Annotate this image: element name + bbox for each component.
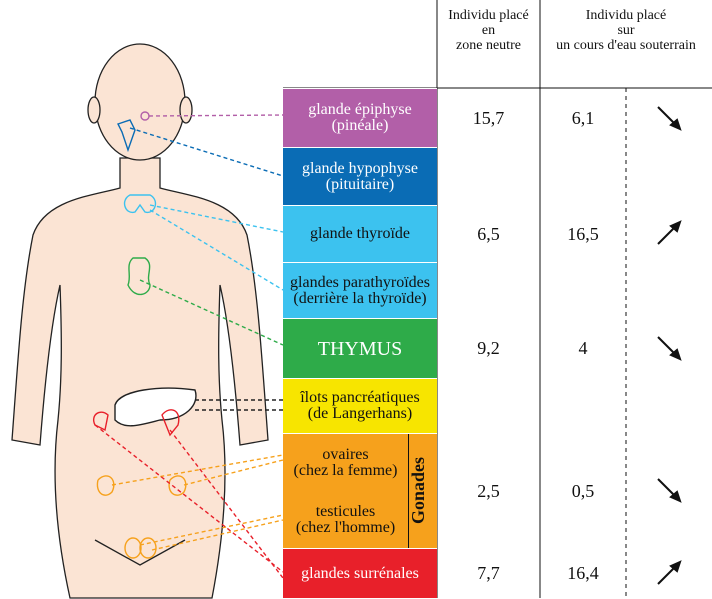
arrow-head: [669, 118, 682, 131]
label-line: îlots pancréatiques: [300, 389, 420, 406]
header-line: sur: [617, 23, 635, 38]
label-line: (chez l'homme): [295, 518, 396, 536]
gonad-items: ovaires (chez la femme) testicules (chez l'…: [283, 434, 409, 548]
label-line: glande épiphyse: [308, 101, 412, 118]
label-line: (de Langerhans): [307, 405, 413, 422]
label-line: (pituitaire): [325, 175, 395, 193]
label-line: THYMUS: [317, 337, 403, 360]
header-line: Individu placé: [585, 8, 667, 23]
value-stream: 6,1: [571, 107, 595, 128]
header-neutral: Individu placé en zone neutre: [437, 8, 540, 80]
arrow-head: [669, 490, 682, 503]
header-line: Individu placé: [448, 8, 529, 23]
value-stream: 4: [578, 338, 588, 358]
label-line: glandes parathyroïdes: [290, 273, 430, 291]
header-line: en: [481, 23, 496, 38]
header-stream: Individu placé sur un cours d'eau souter…: [540, 8, 712, 80]
value-neutral: 6,5: [477, 223, 500, 244]
arrow-head: [669, 560, 682, 573]
label-line: (pinéale): [331, 117, 389, 134]
gland-label: ovaires (chez la femme) testicules (chez l'…: [283, 433, 437, 548]
gland-label: glande épiphyse (pinéale): [283, 88, 437, 147]
gland-label: glandes surrénales: [283, 548, 437, 598]
label-line: ovaires: [322, 445, 369, 463]
label-line: glande thyroïde: [310, 225, 410, 242]
gland-label: îlots pancréatiques (de Langerhans): [283, 378, 437, 433]
gonad-item: ovaires (chez la femme): [283, 445, 408, 479]
gonad-item: testicules (chez l'homme): [283, 502, 408, 536]
value-neutral: 2,5: [477, 480, 500, 501]
arrow-head: [669, 348, 682, 361]
value-neutral: 15,7: [472, 107, 505, 128]
gland-label: glandes parathyroïdes (derrière la thyroï…: [283, 262, 437, 318]
header-line: zone neutre: [456, 38, 521, 53]
header-line: un cours d'eau souterrain: [556, 38, 696, 53]
label-line: (derrière la thyroïde): [293, 289, 427, 307]
gland-label: glande hypophyse (pituitaire): [283, 147, 437, 205]
trend-arrows: [657, 106, 682, 585]
arrow-head: [669, 220, 682, 233]
group-label: Gonades: [408, 457, 428, 525]
value-stream: 16,5: [567, 223, 599, 244]
label-line: testicules: [315, 502, 376, 520]
label-line: glande hypophyse: [302, 159, 418, 177]
connector-lines: [94, 114, 284, 579]
value-stream: 16,4: [567, 563, 599, 583]
value-neutral: 7,7: [477, 563, 500, 583]
gland-label: glande thyroïde: [283, 205, 437, 262]
label-line: (chez la femme): [293, 461, 398, 479]
gland-label: THYMUS: [283, 318, 437, 378]
body: [11, 43, 269, 599]
value-stream: 0,5: [571, 480, 595, 501]
value-neutral: 9,2: [477, 338, 500, 358]
organs: [93, 111, 197, 559]
label-line: glandes surrénales: [301, 564, 419, 582]
